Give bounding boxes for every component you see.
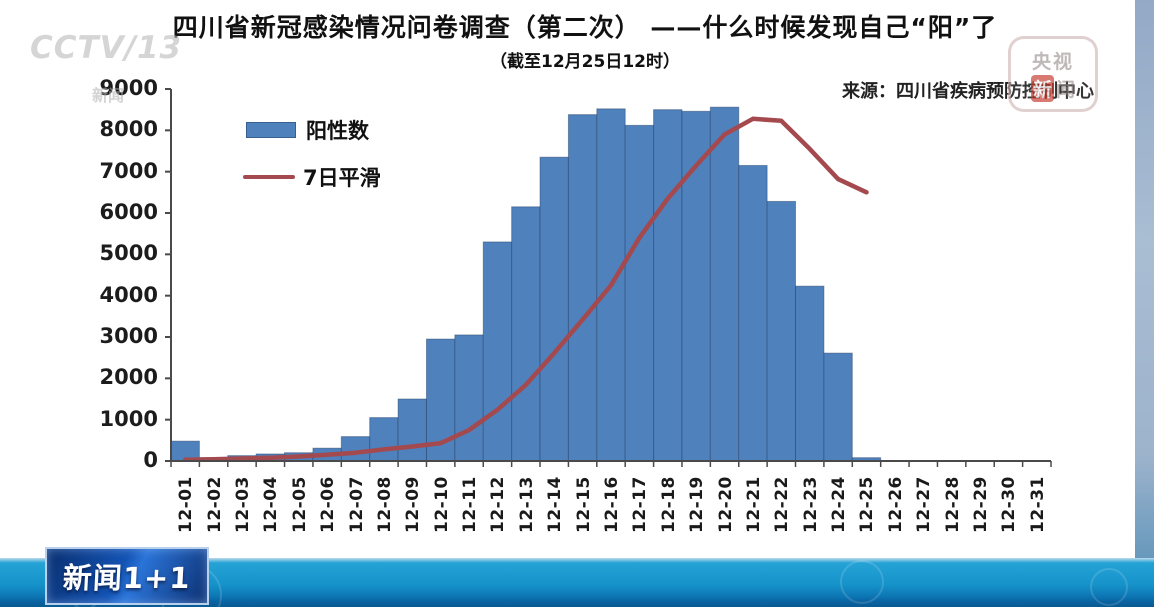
y-axis-label: 6000 (99, 200, 158, 224)
bar-12-17 (624, 124, 655, 462)
y-axis-label: 9000 (99, 76, 158, 100)
y-axis-label: 3000 (99, 324, 158, 348)
x-axis-label: 12-01 (176, 476, 197, 533)
bubble-decoration (1090, 568, 1128, 606)
x-axis-label: 12-19 (687, 476, 708, 533)
x-axis-label: 12-05 (289, 476, 310, 533)
x-axis-label: 12-25 (857, 476, 878, 533)
bar-12-12 (482, 241, 513, 462)
x-axis-label: 12-12 (488, 476, 509, 533)
bar-12-22 (766, 200, 797, 462)
cctv13-watermark-sub: 新闻 (92, 86, 125, 105)
program-badge: 新闻1+1 (45, 547, 209, 605)
x-axis-label: 12-04 (261, 476, 282, 533)
smoothed-line (182, 116, 869, 463)
bar-12-18 (653, 109, 683, 462)
chart-subtitle: （截至12月25日12时） (490, 52, 680, 72)
stamp-text-top: 央视 (1031, 50, 1074, 73)
legend-bar-label: 阳性数 (306, 119, 369, 143)
legend-bar-swatch (246, 122, 296, 138)
stamp-red-char: 新 (1030, 74, 1054, 102)
y-axis-label: 5000 (99, 241, 158, 266)
bar-12-09 (397, 398, 427, 462)
x-axis-label: 12-03 (232, 476, 253, 533)
cctv13-watermark: CCTV/13 (30, 30, 183, 66)
x-axis-label: 12-31 (1027, 476, 1048, 533)
legend-line-swatch (243, 175, 295, 179)
x-axis-label: 12-06 (318, 476, 339, 533)
program-badge-text: 新闻1+1 (62, 561, 192, 595)
bar-12-21 (738, 164, 768, 462)
bar-12-11 (454, 334, 484, 462)
bar-12-15 (567, 114, 598, 462)
x-axis-label: 12-11 (460, 476, 481, 533)
bar-12-13 (511, 206, 541, 462)
bar-12-08 (369, 417, 399, 462)
x-axis-label: 12-09 (403, 476, 424, 533)
x-axis-label: 12-17 (630, 476, 651, 533)
x-axis-label: 12-16 (602, 476, 622, 533)
chart-plot (165, 88, 1052, 467)
stamp-gray-char: 闻 (1056, 78, 1076, 101)
legend-line-label: 7日平滑 (303, 166, 381, 190)
x-axis-label: 12-02 (204, 476, 225, 533)
x-axis-label: 12-28 (942, 476, 963, 533)
legend-item-line: 7日平滑 (243, 162, 381, 192)
x-axis-label: 12-08 (374, 476, 395, 533)
right-edge-strip (1135, 0, 1154, 607)
bar-12-20 (709, 106, 740, 462)
x-axis-label: 12-21 (743, 476, 764, 533)
x-axis-label: 12-10 (431, 476, 452, 533)
x-axis-label: 12-30 (999, 476, 1020, 533)
bar-12-23 (795, 285, 825, 462)
cctv-news-app-stamp: 央视 新 闻 (1008, 36, 1098, 112)
bar-12-19 (681, 110, 711, 462)
x-axis-label: 12-13 (516, 476, 537, 533)
bar-12-07 (340, 436, 371, 462)
x-axis-label: 12-22 (772, 476, 793, 533)
bar-12-24 (823, 352, 853, 462)
bubble-decoration (840, 560, 884, 604)
x-axis-label: 12-14 (545, 476, 566, 533)
x-axis-label: 12-29 (971, 476, 992, 533)
x-axis-label: 12-20 (715, 476, 736, 533)
y-axis-label: 2000 (99, 365, 158, 390)
x-axis-label: 12-07 (346, 476, 367, 533)
x-axis-label: 12-26 (885, 476, 906, 533)
y-axis-label: 4000 (99, 282, 158, 307)
y-axis-label: 7000 (99, 158, 158, 183)
y-axis-label: 8000 (99, 117, 158, 142)
x-axis-label: 12-18 (658, 476, 679, 533)
legend-item-bars: 阳性数 (246, 115, 369, 145)
chart-title: 四川省新冠感染情况问卷调查（第二次） ——什么时候发现自己“阳”了 (172, 13, 998, 42)
bar-12-14 (539, 156, 569, 462)
stamp-text-bottom: 新 闻 (1030, 74, 1076, 102)
x-axis-label: 12-23 (800, 476, 821, 533)
y-axis-label: 1000 (99, 406, 158, 431)
x-axis-label: 12-27 (914, 476, 935, 533)
y-axis-label: 0 (143, 448, 158, 472)
x-axis-label: 12-24 (829, 476, 850, 533)
x-axis-label: 12-15 (573, 476, 594, 533)
